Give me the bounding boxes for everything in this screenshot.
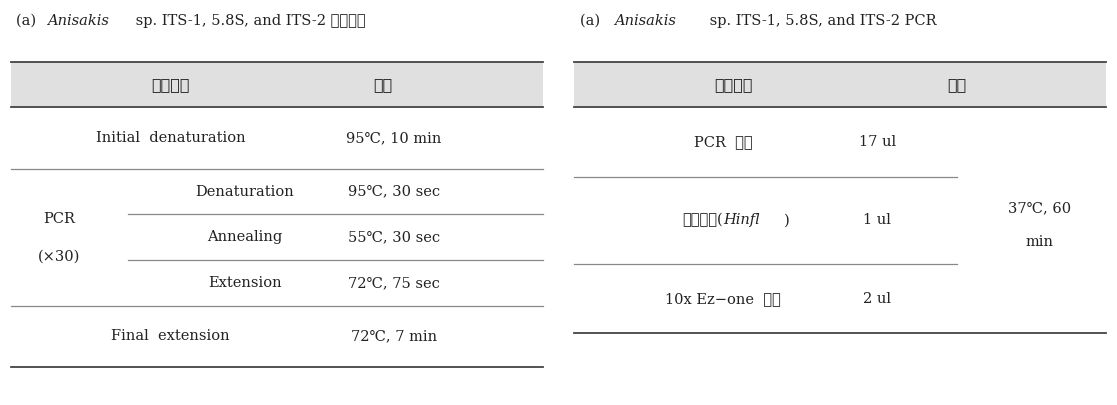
Text: 55℃, 30 sec: 55℃, 30 sec xyxy=(347,230,440,244)
Text: Anisakis: Anisakis xyxy=(47,14,109,28)
Text: 1 ul: 1 ul xyxy=(863,213,891,227)
Text: 반응단계: 반응단계 xyxy=(151,77,190,92)
Text: 95℃, 30 sec: 95℃, 30 sec xyxy=(347,185,440,198)
Text: Denaturation: Denaturation xyxy=(195,185,295,198)
Bar xyxy=(574,62,1106,107)
Text: ): ) xyxy=(784,213,790,227)
Text: 72℃, 7 min: 72℃, 7 min xyxy=(351,329,437,343)
Text: 제한효소(: 제한효소( xyxy=(682,213,723,228)
Text: (a): (a) xyxy=(17,14,41,28)
Text: 10x Ez−one  버퍼: 10x Ez−one 버퍼 xyxy=(666,292,781,306)
Text: Annealing: Annealing xyxy=(208,230,283,244)
Text: 17 ul: 17 ul xyxy=(859,135,896,149)
Text: min: min xyxy=(1025,235,1053,249)
Text: PCR  산물: PCR 산물 xyxy=(694,135,753,149)
Bar xyxy=(11,62,543,107)
Text: 반응단계: 반응단계 xyxy=(715,77,753,92)
Text: Extension: Extension xyxy=(208,276,281,290)
Text: 95℃, 10 min: 95℃, 10 min xyxy=(346,131,441,145)
Text: sp. ITS-1, 5.8S, and ITS-2 PCR: sp. ITS-1, 5.8S, and ITS-2 PCR xyxy=(705,14,936,28)
Text: 조건: 조건 xyxy=(947,77,966,92)
Text: PCR: PCR xyxy=(44,212,75,226)
Text: sp. ITS-1, 5.8S, and ITS-2 반응조건: sp. ITS-1, 5.8S, and ITS-2 반응조건 xyxy=(131,14,365,28)
Text: Initial  denaturation: Initial denaturation xyxy=(96,131,246,145)
Text: Hinfl: Hinfl xyxy=(723,213,760,227)
Text: (×30): (×30) xyxy=(38,249,80,263)
Text: (a): (a) xyxy=(580,14,604,28)
Text: Final  extension: Final extension xyxy=(112,329,230,343)
Text: 72℃, 75 sec: 72℃, 75 sec xyxy=(347,276,440,290)
Text: 2 ul: 2 ul xyxy=(863,292,891,306)
Text: 조건: 조건 xyxy=(373,77,393,92)
Text: 37℃, 60: 37℃, 60 xyxy=(1008,201,1071,215)
Text: Anisakis: Anisakis xyxy=(614,14,676,28)
